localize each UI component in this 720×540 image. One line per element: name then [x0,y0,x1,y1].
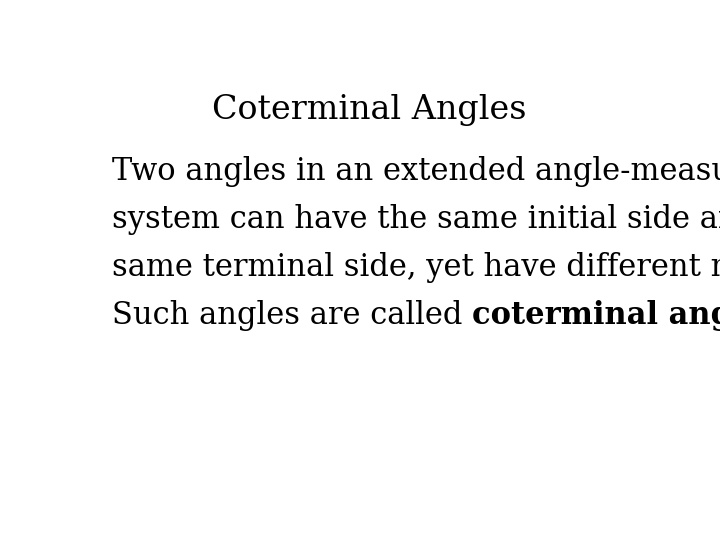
Text: A L W A Y S   L E A R N I N G: A L W A Y S L E A R N I N G [22,513,198,526]
Text: PEARSON: PEARSON [590,508,720,532]
Text: Coterminal Angles: Coterminal Angles [212,94,526,126]
Text: same terminal side, yet have different measures.: same terminal side, yet have different m… [112,252,720,283]
Text: coterminal angles: coterminal angles [472,300,720,330]
Text: system can have the same initial side and the: system can have the same initial side an… [112,204,720,235]
Text: Such angles are called: Such angles are called [112,300,472,330]
Text: Two angles in an extended angle-measurement: Two angles in an extended angle-measurem… [112,156,720,187]
Text: Copyright © 2015, 2011, and 2007 Pearson Education, Inc.: Copyright © 2015, 2011, and 2007 Pearson… [174,513,546,526]
Text: 5: 5 [690,513,698,526]
